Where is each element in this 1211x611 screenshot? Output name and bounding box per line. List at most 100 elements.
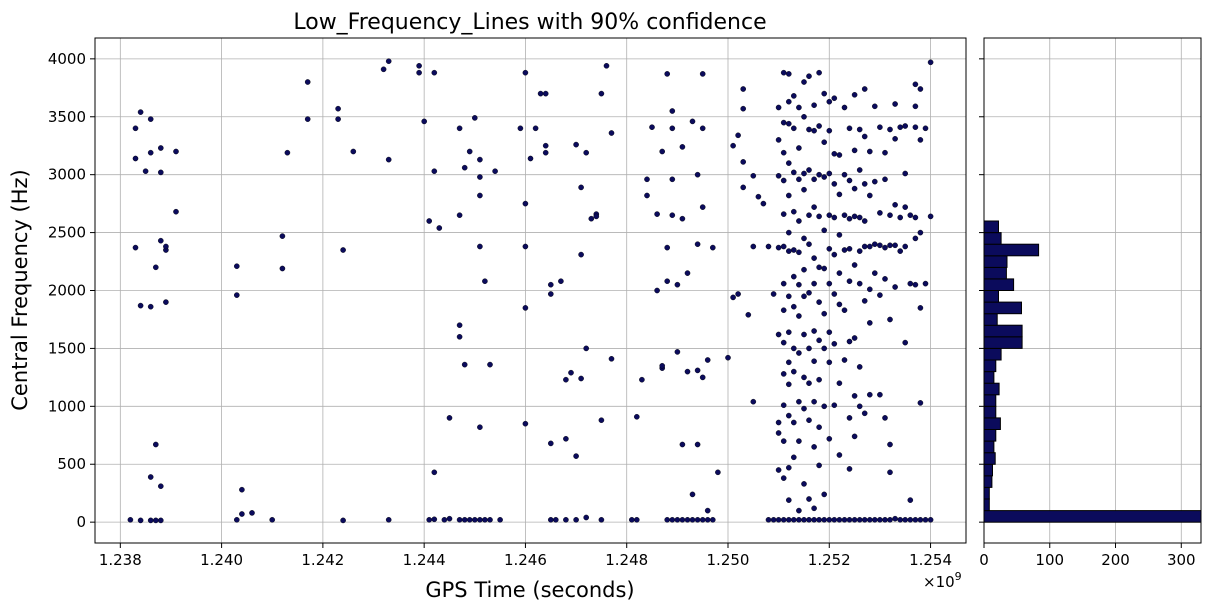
scatter-point [887, 469, 893, 476]
scatter-point [831, 340, 838, 347]
scatter-point [608, 355, 615, 362]
scatter-point [674, 517, 681, 523]
scatter-point [887, 441, 893, 448]
scatter-point [861, 243, 868, 250]
scatter-point [157, 145, 164, 151]
scatter-point [786, 248, 792, 254]
histogram-bar [983, 498, 990, 512]
scatter-point [780, 371, 787, 377]
scatter-point [912, 124, 919, 130]
scatter-point [694, 441, 701, 448]
scatter-point [132, 155, 139, 162]
scatter-point [340, 247, 346, 253]
scatter-point [836, 191, 843, 198]
scatter-point [877, 292, 883, 298]
scatter-point [173, 208, 179, 215]
scatter-point [877, 124, 883, 130]
scatter-point [806, 289, 812, 296]
scatter-point [892, 201, 898, 208]
scatter-point [922, 517, 929, 523]
scatter-point [669, 212, 676, 218]
scatter-point [780, 243, 787, 250]
scatter-point [897, 124, 904, 130]
scatter-point [816, 69, 822, 76]
scatter-point [796, 249, 802, 256]
scatter-point [710, 517, 716, 523]
scatter-point [765, 517, 772, 523]
scatter-point [806, 517, 812, 523]
scatter-point [699, 517, 706, 523]
scatter-point [806, 73, 812, 79]
scatter-point [836, 301, 843, 308]
scatter-point [907, 497, 914, 503]
histogram-bar [983, 382, 1000, 396]
scatter-point [147, 116, 154, 122]
scatter-point [856, 280, 863, 287]
scatter-point [831, 251, 838, 258]
scatter-point [173, 148, 179, 155]
scatter-point [811, 358, 817, 365]
histogram-bar [983, 301, 1022, 315]
histogram-x-tick-label: 0 [979, 551, 989, 569]
scatter-point [902, 204, 909, 210]
scatter-point [902, 123, 909, 129]
scatter-point [704, 357, 711, 363]
scatter-point [629, 517, 635, 523]
scatter-point [851, 262, 858, 268]
y-tick-label: 3500 [48, 108, 86, 126]
scatter-point [456, 125, 463, 132]
scatter-point [669, 125, 676, 132]
scatter-point [861, 218, 868, 224]
scatter-point [780, 402, 787, 409]
y-tick-label: 2000 [48, 282, 86, 300]
scatter-point [456, 212, 463, 218]
scatter-point [811, 444, 817, 450]
scatter-point [553, 517, 559, 523]
scatter-point [704, 507, 711, 514]
scatter-point [477, 517, 483, 523]
scatter-point [588, 215, 595, 222]
scatter-point [659, 362, 666, 369]
scatter-point [593, 213, 600, 220]
scatter-point [861, 86, 868, 92]
scatter-point [659, 148, 666, 155]
scatter-point [527, 155, 534, 162]
histogram-bar [983, 336, 1023, 349]
histogram-bar [983, 405, 997, 419]
scatter-point [861, 517, 868, 523]
scatter-point [537, 90, 544, 97]
scatter-point [877, 242, 883, 249]
scatter-point [821, 227, 828, 234]
scatter-point [233, 292, 240, 298]
scatter-point [477, 174, 483, 180]
scatter-point [851, 92, 858, 98]
scatter-point [917, 517, 924, 523]
scatter-point [461, 517, 468, 523]
scatter-point [431, 469, 438, 476]
scatter-point [335, 105, 341, 112]
scatter-point [851, 185, 858, 192]
scatter-point [137, 517, 144, 524]
scatter-point [831, 95, 838, 101]
scatter-point [791, 125, 797, 132]
scatter-point [811, 176, 817, 183]
scatter-point [882, 276, 888, 282]
histogram-bar [983, 266, 1007, 280]
y-tick-label: 0 [76, 513, 86, 531]
histogram-bar [983, 394, 997, 407]
scatter-point [867, 148, 873, 155]
scatter-point [801, 114, 807, 120]
scatter-point [786, 229, 792, 236]
histogram-bar [983, 475, 993, 488]
scatter-point [826, 212, 833, 218]
scatter-point [780, 339, 787, 346]
scatter-point [872, 178, 878, 185]
histogram-bar [983, 440, 995, 454]
scatter-point [775, 430, 782, 436]
scatter-point [471, 517, 478, 523]
scatter-point [796, 350, 802, 356]
scatter-point [841, 171, 848, 178]
scatter-point [598, 517, 605, 523]
scatter-point [796, 281, 802, 288]
